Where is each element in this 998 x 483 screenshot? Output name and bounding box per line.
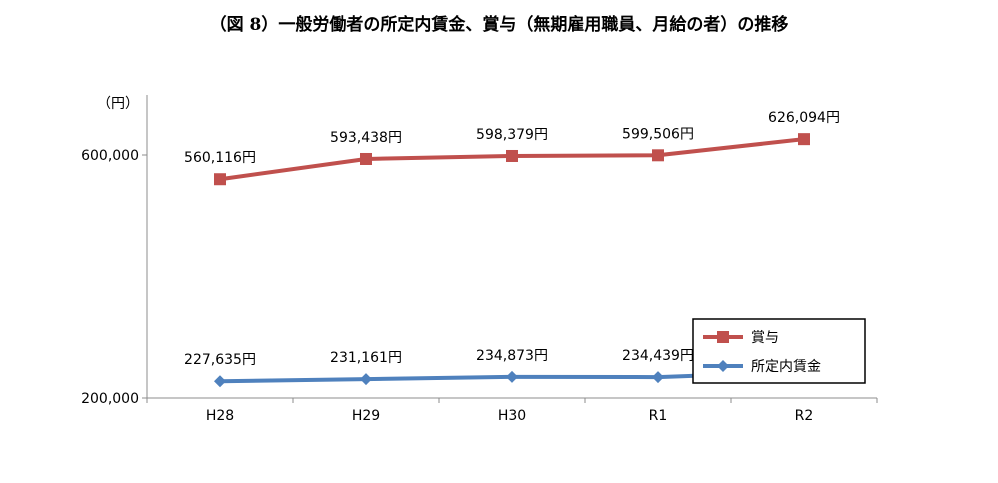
data-point bbox=[360, 373, 372, 386]
legend-marker bbox=[717, 360, 729, 372]
x-tick-label: R2 bbox=[795, 408, 814, 424]
legend-label: 賞与 bbox=[751, 330, 779, 346]
data-point bbox=[506, 370, 518, 383]
data-point bbox=[360, 152, 372, 165]
y-axis-unit-label: （円） bbox=[97, 96, 139, 112]
data-label: 598,379円 bbox=[476, 127, 548, 143]
data-label: 626,094円 bbox=[768, 110, 840, 126]
y-tick-label: 200,000 bbox=[81, 391, 139, 407]
y-tick-label: 600,000 bbox=[81, 148, 139, 164]
data-point bbox=[214, 173, 226, 186]
data-point bbox=[652, 149, 664, 162]
data-label: 234,439円 bbox=[622, 348, 694, 364]
legend-box bbox=[692, 318, 866, 384]
data-point bbox=[214, 375, 226, 388]
x-tick-label: H30 bbox=[498, 408, 526, 424]
data-point bbox=[506, 149, 518, 162]
axes: 200,000 600,000 （円） H28 H29 H30 R1 R2 bbox=[81, 95, 878, 424]
legend-marker bbox=[717, 331, 729, 343]
data-label: 560,116円 bbox=[184, 150, 256, 166]
x-tick-label: R1 bbox=[649, 408, 668, 424]
series-layer bbox=[214, 133, 810, 388]
x-tick-label: H29 bbox=[352, 408, 380, 424]
x-tick-label: H28 bbox=[206, 408, 234, 424]
data-label: 593,438円 bbox=[330, 130, 402, 146]
data-label: 227,635円 bbox=[184, 352, 256, 368]
data-point bbox=[652, 371, 664, 384]
data-point bbox=[798, 133, 810, 146]
legend-label: 所定内賃金 bbox=[751, 359, 821, 375]
data-label: 231,161円 bbox=[330, 350, 402, 366]
chart-title: （図 8）一般労働者の所定内賃金、賞与（無期雇用職員、月給の者）の推移 bbox=[209, 15, 789, 35]
data-label: 599,506円 bbox=[622, 126, 694, 142]
data-label: 234,873円 bbox=[476, 348, 548, 364]
